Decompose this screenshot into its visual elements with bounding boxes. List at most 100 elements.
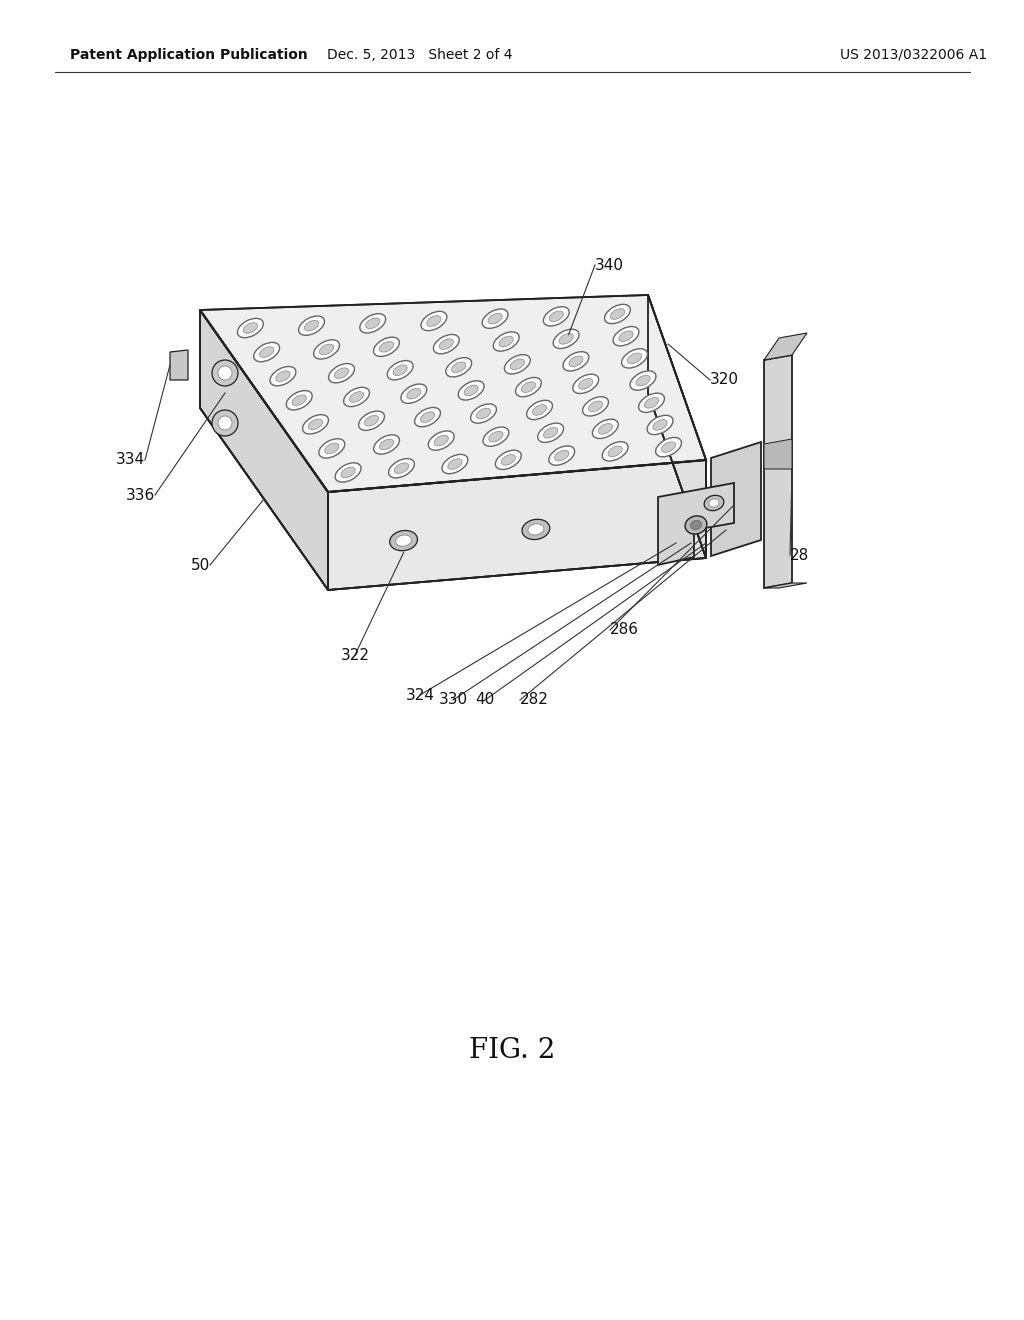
Ellipse shape xyxy=(458,380,484,400)
Ellipse shape xyxy=(464,385,478,396)
Polygon shape xyxy=(711,442,761,556)
Polygon shape xyxy=(764,355,792,587)
Ellipse shape xyxy=(488,313,502,323)
Text: 28: 28 xyxy=(790,548,809,562)
Ellipse shape xyxy=(292,395,306,405)
Ellipse shape xyxy=(662,442,676,453)
Ellipse shape xyxy=(388,458,415,478)
Ellipse shape xyxy=(445,358,472,378)
Ellipse shape xyxy=(655,437,681,457)
Ellipse shape xyxy=(476,408,490,418)
Ellipse shape xyxy=(434,436,449,446)
Ellipse shape xyxy=(380,440,393,450)
Ellipse shape xyxy=(428,430,454,450)
Ellipse shape xyxy=(653,420,668,430)
Ellipse shape xyxy=(499,337,513,347)
Ellipse shape xyxy=(622,348,647,368)
Ellipse shape xyxy=(471,404,497,424)
Ellipse shape xyxy=(359,314,386,333)
Ellipse shape xyxy=(488,432,503,442)
Ellipse shape xyxy=(521,381,536,392)
Ellipse shape xyxy=(483,428,509,446)
Ellipse shape xyxy=(318,438,345,458)
Ellipse shape xyxy=(244,322,257,334)
Ellipse shape xyxy=(393,364,408,376)
Ellipse shape xyxy=(447,459,462,470)
Ellipse shape xyxy=(583,397,608,416)
Ellipse shape xyxy=(374,434,399,454)
Ellipse shape xyxy=(238,318,263,338)
Ellipse shape xyxy=(335,368,348,379)
Ellipse shape xyxy=(553,329,579,348)
Ellipse shape xyxy=(427,315,441,326)
Ellipse shape xyxy=(299,315,325,335)
Ellipse shape xyxy=(644,397,658,408)
Ellipse shape xyxy=(559,334,573,345)
Text: 320: 320 xyxy=(710,372,739,388)
Text: 286: 286 xyxy=(610,623,639,638)
Ellipse shape xyxy=(212,360,238,385)
Ellipse shape xyxy=(598,424,612,434)
Ellipse shape xyxy=(647,416,673,434)
Polygon shape xyxy=(328,459,706,590)
Ellipse shape xyxy=(630,371,656,391)
Ellipse shape xyxy=(526,400,552,420)
Polygon shape xyxy=(764,583,807,587)
Ellipse shape xyxy=(259,347,273,358)
Ellipse shape xyxy=(319,345,334,355)
Ellipse shape xyxy=(313,339,340,359)
Text: 340: 340 xyxy=(595,257,624,272)
Ellipse shape xyxy=(549,312,563,322)
Ellipse shape xyxy=(365,416,379,426)
Ellipse shape xyxy=(610,309,625,319)
Ellipse shape xyxy=(563,351,589,371)
Ellipse shape xyxy=(613,326,639,346)
Ellipse shape xyxy=(690,520,701,529)
Ellipse shape xyxy=(401,384,427,404)
Ellipse shape xyxy=(442,454,468,474)
Ellipse shape xyxy=(335,463,361,482)
Ellipse shape xyxy=(636,375,650,385)
Text: 334: 334 xyxy=(116,453,145,467)
Ellipse shape xyxy=(510,359,524,370)
Ellipse shape xyxy=(501,454,515,465)
Ellipse shape xyxy=(452,362,466,372)
Ellipse shape xyxy=(366,318,380,329)
Ellipse shape xyxy=(628,352,642,364)
Text: Dec. 5, 2013   Sheet 2 of 4: Dec. 5, 2013 Sheet 2 of 4 xyxy=(328,48,513,62)
Ellipse shape xyxy=(532,405,547,416)
Ellipse shape xyxy=(212,411,238,436)
Ellipse shape xyxy=(604,305,631,323)
Text: 322: 322 xyxy=(341,648,370,663)
Ellipse shape xyxy=(549,446,574,465)
Ellipse shape xyxy=(544,306,569,326)
Polygon shape xyxy=(658,483,734,565)
Ellipse shape xyxy=(218,366,232,380)
Text: 324: 324 xyxy=(406,688,434,702)
Ellipse shape xyxy=(555,450,569,461)
Ellipse shape xyxy=(303,414,329,434)
Ellipse shape xyxy=(639,393,665,412)
Ellipse shape xyxy=(325,444,339,454)
Ellipse shape xyxy=(254,342,280,362)
Ellipse shape xyxy=(482,309,508,329)
Ellipse shape xyxy=(341,467,355,478)
Ellipse shape xyxy=(593,420,618,438)
Polygon shape xyxy=(170,350,188,380)
Ellipse shape xyxy=(304,321,318,331)
Ellipse shape xyxy=(407,388,421,399)
Ellipse shape xyxy=(433,334,459,354)
Ellipse shape xyxy=(394,463,409,474)
Ellipse shape xyxy=(218,416,232,430)
Ellipse shape xyxy=(544,428,558,438)
Ellipse shape xyxy=(705,495,724,511)
Ellipse shape xyxy=(505,355,530,374)
Ellipse shape xyxy=(349,392,364,403)
Ellipse shape xyxy=(568,356,583,367)
Ellipse shape xyxy=(421,412,434,422)
Text: 50: 50 xyxy=(190,557,210,573)
Text: FIG. 2: FIG. 2 xyxy=(469,1036,555,1064)
Text: 330: 330 xyxy=(438,693,468,708)
Ellipse shape xyxy=(522,519,550,540)
Ellipse shape xyxy=(308,418,323,429)
